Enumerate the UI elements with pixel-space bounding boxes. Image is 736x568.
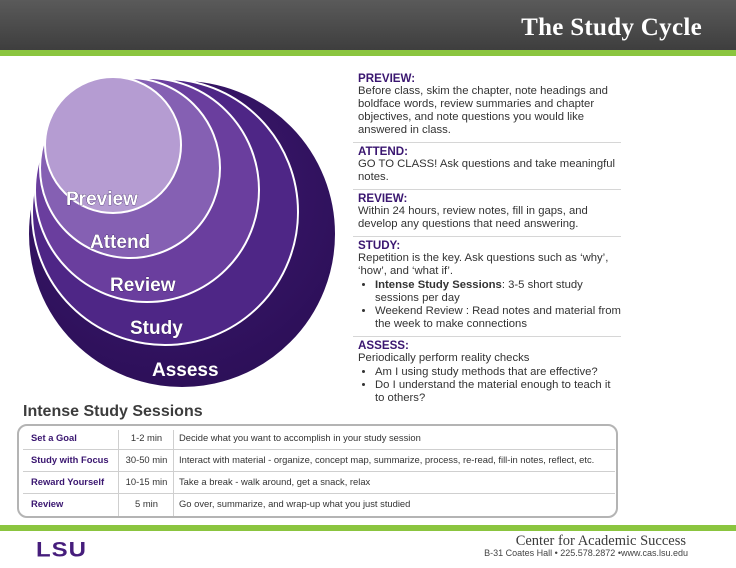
header-accent-stripe [0,50,736,56]
bullet-item: Am I using study methods that are effect… [375,366,621,379]
session-desc: Decide what you want to accomplish in yo… [179,432,421,443]
step-title: REVIEW: [358,192,408,205]
step-text: Periodically perform reality checks [358,352,530,364]
cycle-label-study: Study [130,318,183,339]
ring-preview [44,78,182,214]
cycle-label-attend: Attend [90,232,150,253]
lsu-logo: LSU [36,537,87,562]
session-desc: Go over, summarize, and wrap-up what you… [179,498,411,509]
footer-accent-stripe [0,525,736,531]
bullet-item: Weekend Review : Read notes and material… [375,305,621,331]
bullet-item: Do I understand the material enough to t… [375,379,621,405]
step-text: Before class, skim the chapter, note hea… [358,85,608,136]
table-row: Review 5 min Go over, summarize, and wra… [23,493,615,515]
header-bar: The Study Cycle [0,0,736,50]
bullet-text: Am I using study methods that are effect… [375,366,598,378]
session-desc: Take a break - walk around, get a snack,… [179,476,371,487]
session-name: Study with Focus [31,454,109,465]
session-name: Review [31,498,64,509]
session-name: Reward Yourself [31,476,105,487]
cycle-label-review: Review [110,275,176,296]
step-preview: PREVIEW: Before class, skim the chapter,… [353,70,621,143]
step-study: STUDY: Repetition is the key. Ask questi… [353,237,621,337]
bullet-text: Weekend Review : Read notes and material… [375,305,621,330]
session-time: 30-50 min [125,454,168,465]
step-text: Repetition is the key. Ask questions suc… [358,252,609,277]
step-title: ATTEND: [358,145,409,158]
table-row: Set a Goal 1-2 min Decide what you want … [23,427,615,450]
cycle-label-assess: Assess [152,360,219,381]
bullet-text: Do I understand the material enough to t… [375,379,611,404]
sessions-title: Intense Study Sessions [23,403,203,420]
step-title: STUDY: [358,239,401,252]
table-row: Study with Focus 30-50 min Interact with… [23,449,615,472]
bullet-bold: Intense Study Sessions [375,279,502,291]
bullet-item: Intense Study Sessions: 3-5 short study … [375,279,621,305]
session-desc: Interact with material - organize, conce… [179,454,595,465]
session-name: Set a Goal [31,432,77,443]
session-time: 5 min [135,498,158,509]
session-time: 1-2 min [130,432,163,443]
table-row: Reward Yourself 10-15 min Take a break -… [23,471,615,494]
study-cycle-diagram: Preview Attend Review Study Assess [27,78,337,389]
session-time: 10-15 min [125,476,168,487]
step-title: PREVIEW: [358,72,416,85]
step-title: ASSESS: [358,339,409,352]
step-review: REVIEW: Within 24 hours, review notes, f… [353,190,621,237]
cycle-label-preview: Preview [66,189,138,210]
sessions-table: Set a Goal 1-2 min Decide what you want … [17,424,618,518]
column-divider [118,430,119,516]
footer-contact: B-31 Coates Hall • 225.578.2872 •www.cas… [484,548,688,558]
step-text: Within 24 hours, review notes, fill in g… [358,205,588,230]
study-cycle-steps: PREVIEW: Before class, skim the chapter,… [353,70,621,410]
bullet-text: : 3-5 short study sessions per day [375,279,583,304]
step-text: GO TO CLASS! Ask questions and take mean… [358,158,616,183]
page-title: The Study Cycle [521,14,702,41]
footer-org-name: Center for Academic Success [515,533,686,549]
step-attend: ATTEND: GO TO CLASS! Ask questions and t… [353,143,621,190]
column-divider [173,430,174,516]
step-assess: ASSESS: Periodically perform reality che… [353,337,621,410]
